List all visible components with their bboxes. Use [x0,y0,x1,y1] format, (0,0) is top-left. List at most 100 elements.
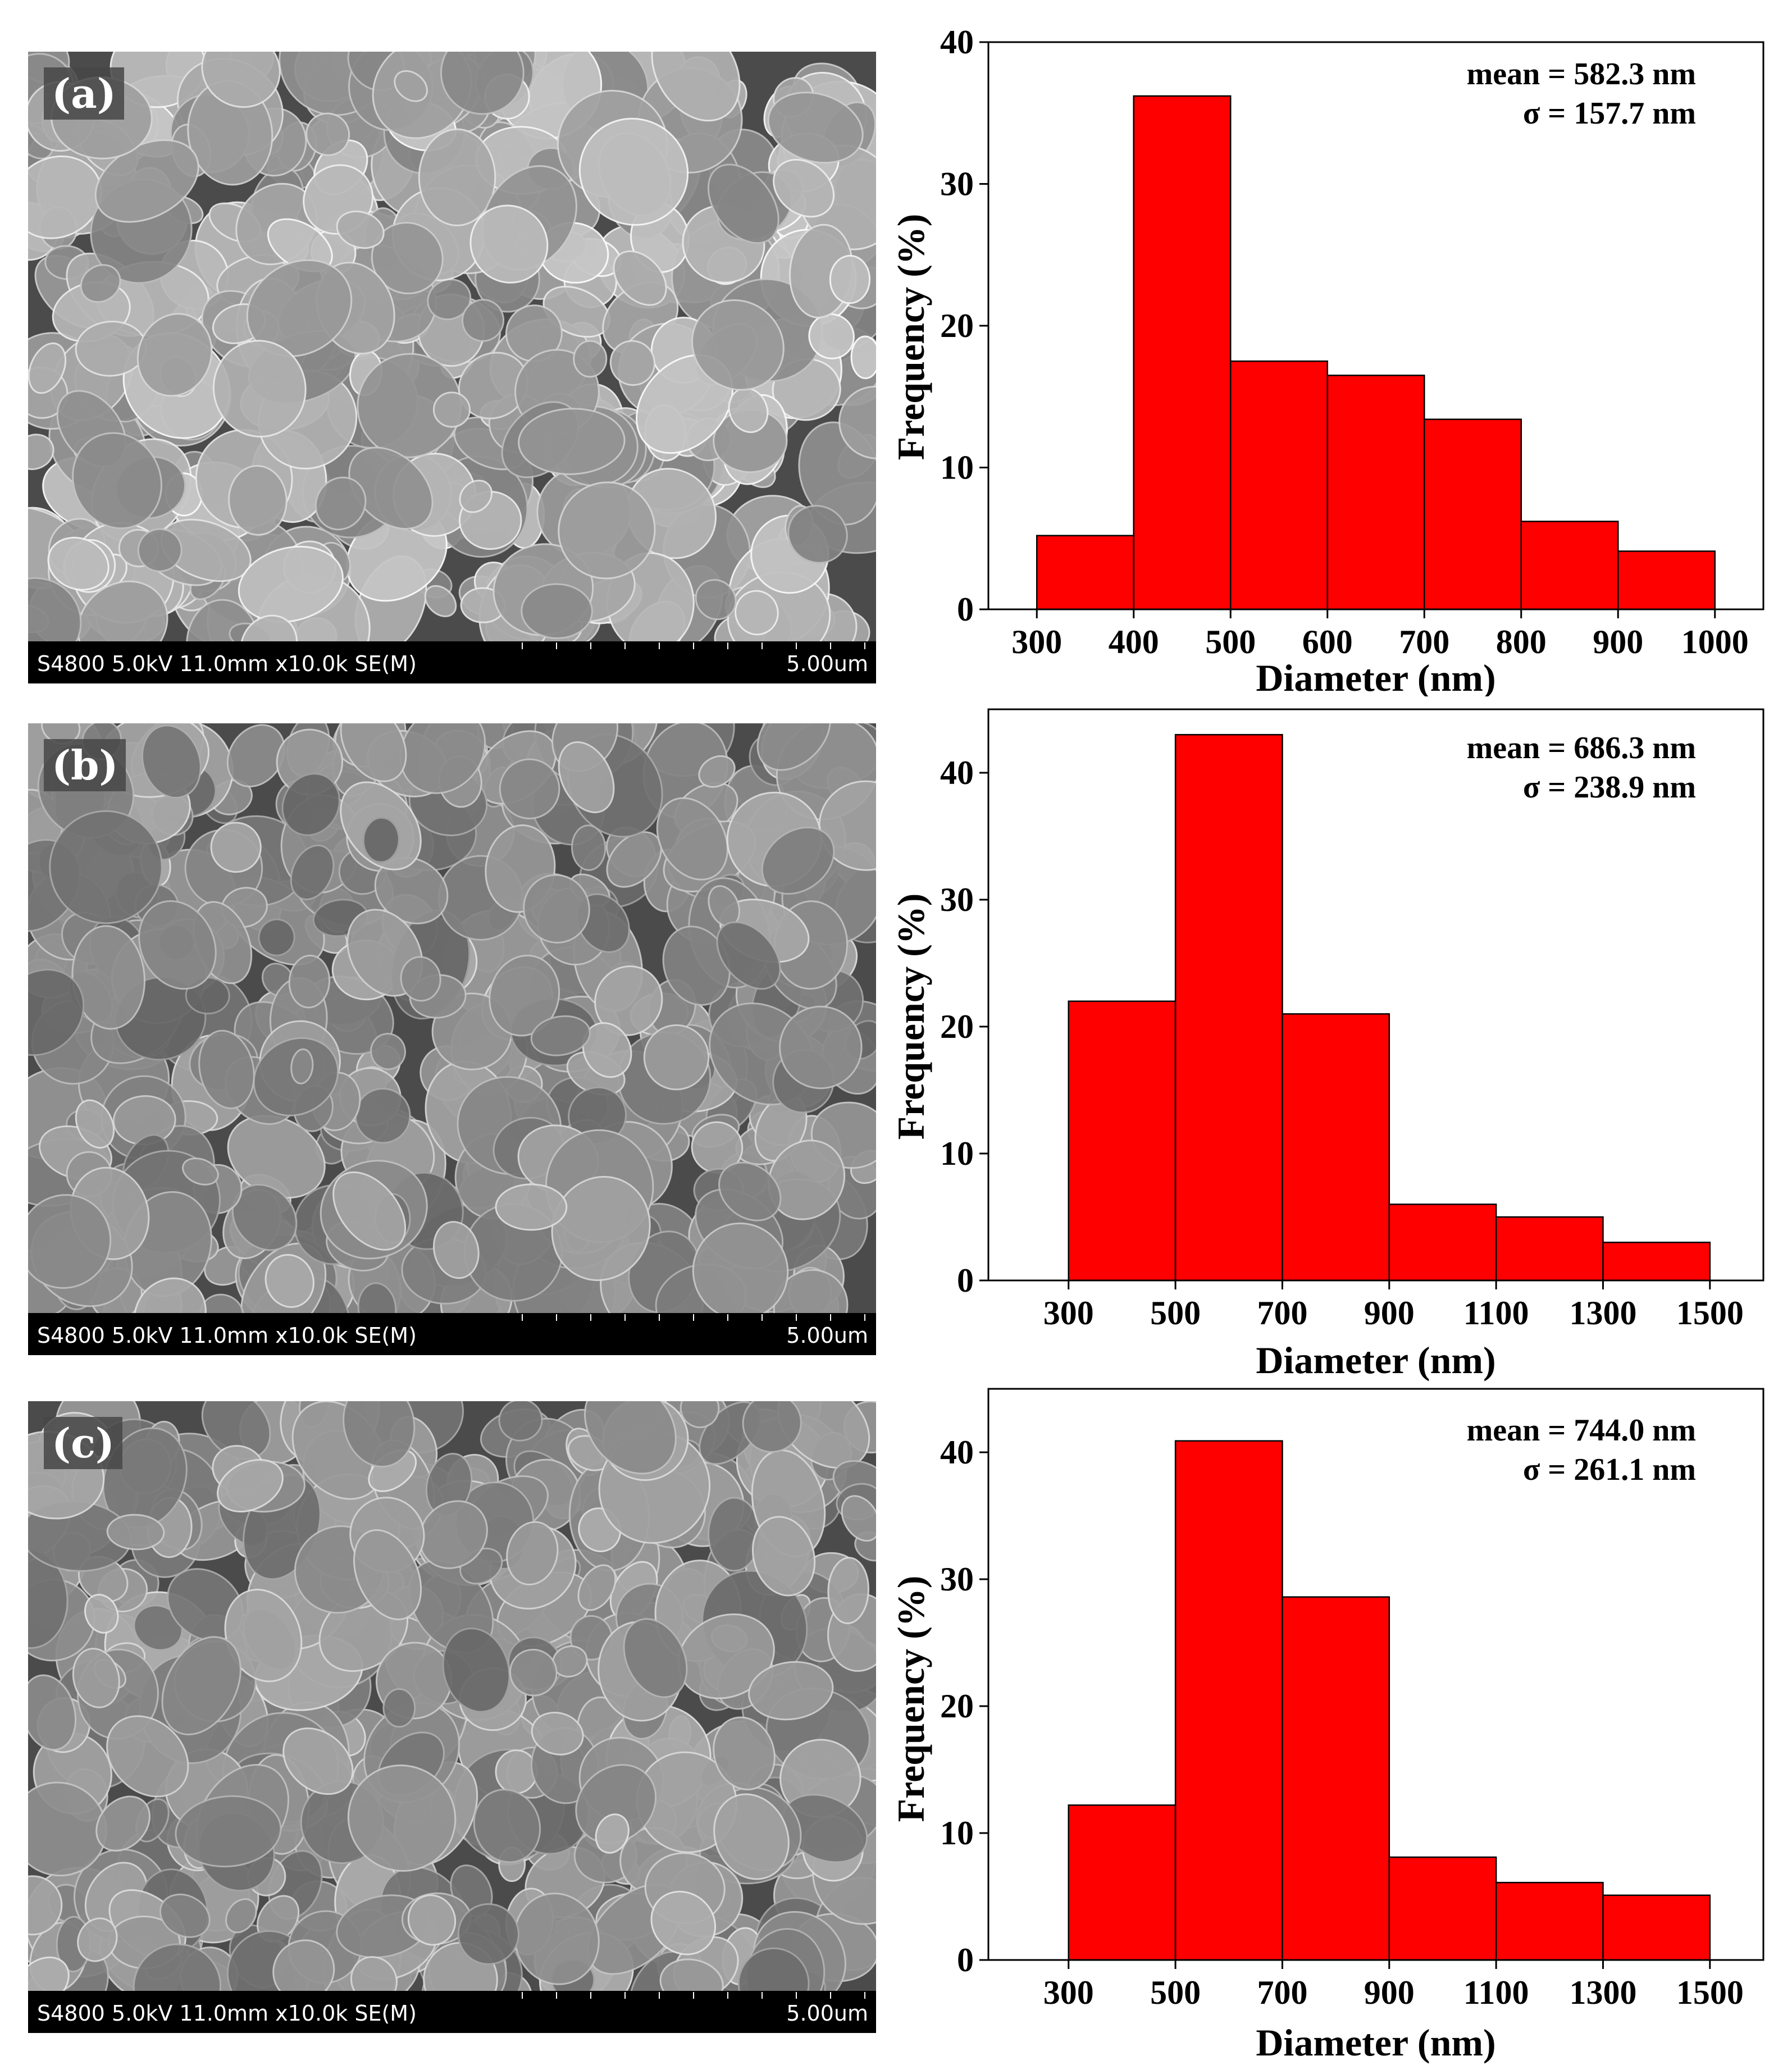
y-tick-label: 10 [940,1135,974,1172]
scale-bar-label: 5.00um [786,2001,868,2026]
stat-sigma: σ = 157.7 nm [1523,96,1696,131]
x-tick-label: 900 [1593,623,1643,660]
y-axis-label: Frequency (%) [890,894,932,1140]
x-tick-label: 900 [1364,1294,1415,1332]
x-tick-label: 1300 [1569,1294,1636,1332]
x-tick-label: 1500 [1676,1294,1744,1332]
sem-info-bar: S4800 5.0kV 11.0mm x10.0k SE(M) 5.00um [28,1313,876,1355]
sem-micrograph-texture [28,723,876,1355]
histogram-bar [1495,1216,1604,1282]
y-tick-label: 40 [940,1434,974,1471]
x-tick-label: 1100 [1463,1294,1529,1332]
sem-info-text: S4800 5.0kV 11.0mm x10.0k SE(M) [37,651,417,676]
axes: 0 10 20 30 40 300 400 500 600 700 800 900 1000 [940,24,1764,660]
x-tick-label: 800 [1496,623,1547,660]
histogram-bars [1068,1440,1711,1961]
axes: 0 10 20 30 40 300 500 700 900 1100 1300 1500 [940,708,1764,1332]
y-tick-label: 40 [940,24,974,61]
scale-bar-ticks [522,1992,865,1999]
panel-label: (c) [44,1417,122,1469]
x-axis-label: Diameter (nm) [1256,657,1495,696]
plot-frame [987,708,1764,1282]
y-tick-label: 30 [940,166,974,203]
histogram-a: 0 10 20 30 40 300 400 500 600 700 800 900 1000 mean … [890,24,1764,696]
sem-info-bar: S4800 5.0kV 11.0mm x10.0k SE(M) 5.00um [28,641,876,683]
y-tick-label: 0 [957,1941,974,1979]
histogram-bar [1388,1204,1497,1282]
histogram-bar [1520,521,1619,610]
x-tick-label: 500 [1205,623,1256,660]
y-axis-label: Frequency (%) [890,1576,932,1822]
histogram-bar [1424,418,1522,610]
x-tick-label: 700 [1257,1294,1307,1332]
x-tick-label: 600 [1302,623,1353,660]
x-tick-label: 300 [1043,1974,1094,2011]
x-axis-label: Diameter (nm) [1256,1339,1495,1382]
histogram-bar [1617,550,1716,610]
x-tick-label: 1000 [1681,623,1749,660]
histogram-bar [1068,1000,1177,1282]
histogram-bar [1282,1013,1390,1282]
x-tick-label: 1500 [1676,1974,1744,2011]
x-tick-label: 300 [1043,1294,1094,1332]
scale-bar-label: 5.00um [786,651,868,676]
histogram-bar [1036,535,1134,610]
histogram-bar [1230,360,1328,610]
stat-mean: mean = 582.3 nm [1467,57,1696,92]
sem-image-a: (a) S4800 5.0kV 11.0mm x10.0k SE(M) 5.00… [28,52,876,683]
histogram-bars [1068,733,1711,1282]
panel-label: (b) [44,739,126,791]
scale-bar-label: 5.00um [786,1323,868,1348]
y-tick-label: 10 [940,449,974,486]
sem-info-text: S4800 5.0kV 11.0mm x10.0k SE(M) [37,2001,417,2026]
y-tick-label: 20 [940,1688,974,1725]
histogram-bar [1326,375,1425,610]
x-tick-label: 700 [1399,623,1449,660]
histogram-bars [1036,95,1716,610]
histogram-c: 0 10 20 30 40 300 500 700 900 1100 1300 1500 mean =… [890,1388,1764,2064]
x-tick-label: 300 [1011,623,1062,660]
axes: 0 10 20 30 40 300 500 700 900 1100 1300 1500 [940,1388,1764,2011]
histogram-bar [1282,1596,1390,1961]
histogram-bar [1602,1894,1711,1961]
x-tick-label: 500 [1150,1294,1201,1332]
x-tick-label: 700 [1257,1974,1307,2011]
y-tick-label: 0 [957,1262,974,1299]
sem-micrograph-texture [28,1401,876,2033]
y-tick-label: 30 [940,881,974,918]
y-tick-label: 20 [940,1008,974,1045]
sem-image-b: (b) S4800 5.0kV 11.0mm x10.0k SE(M) 5.00… [28,723,876,1355]
y-tick-label: 20 [940,307,974,344]
histogram-bar [1388,1856,1497,1961]
x-tick-label: 1300 [1569,1974,1636,2011]
histogram-bar [1602,1241,1711,1282]
plot-frame [987,1388,1764,1961]
stat-sigma: σ = 261.1 nm [1523,1452,1696,1487]
y-tick-label: 10 [940,1815,974,1852]
scale-bar-ticks [522,642,865,649]
x-axis-label: Diameter (nm) [1256,2021,1495,2064]
x-tick-label: 1100 [1463,1974,1529,2011]
y-axis-label: Frequency (%) [890,214,932,461]
sem-info-bar: S4800 5.0kV 11.0mm x10.0k SE(M) 5.00um [28,1991,876,2033]
stat-mean: mean = 744.0 nm [1467,1413,1696,1448]
stat-mean: mean = 686.3 nm [1467,731,1696,765]
x-tick-label: 400 [1109,623,1159,660]
sem-image-c: (c) S4800 5.0kV 11.0mm x10.0k SE(M) 5.00… [28,1401,876,2033]
histogram-bar [1068,1804,1177,1961]
histogram-bar [1174,733,1283,1282]
x-tick-label: 500 [1150,1974,1201,2011]
histogram-bar [1133,95,1232,610]
y-tick-label: 0 [957,591,974,628]
scale-bar-ticks [522,1314,865,1321]
x-tick-label: 900 [1364,1974,1415,2011]
stat-sigma: σ = 238.9 nm [1523,770,1696,805]
sem-info-text: S4800 5.0kV 11.0mm x10.0k SE(M) [37,1323,417,1348]
histogram-bar [1495,1881,1604,1961]
y-tick-label: 40 [940,754,974,791]
panel-label: (a) [44,67,124,120]
y-tick-label: 30 [940,1561,974,1598]
histogram-b: 0 10 20 30 40 300 500 700 900 1100 1300 1500 mean =… [890,708,1764,1382]
histogram-bar [1174,1440,1283,1961]
sem-micrograph-texture [28,52,876,683]
